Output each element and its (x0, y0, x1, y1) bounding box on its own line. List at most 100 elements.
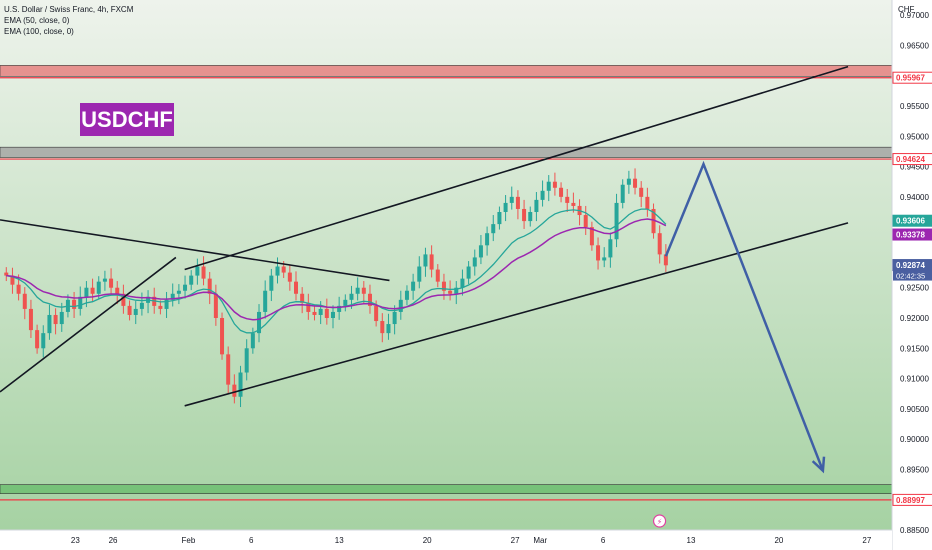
price-label-text: 0.94624 (896, 155, 925, 164)
x-tick-label: 6 (249, 536, 254, 545)
price-label-box (892, 493, 932, 506)
candle-body (287, 272, 292, 282)
price-label-box (892, 71, 932, 84)
candle-body (374, 305, 379, 322)
candle-body (158, 305, 163, 309)
candle-body (614, 202, 619, 240)
candle-body (602, 257, 607, 261)
candle-body (620, 184, 625, 203)
candle-body (571, 202, 576, 206)
candle-body (170, 293, 175, 300)
candle-body (250, 333, 255, 349)
candle-body (429, 254, 434, 270)
candle-body (318, 308, 323, 315)
candle-body (324, 308, 329, 318)
candle-body (201, 266, 206, 279)
candle-body (312, 311, 317, 315)
price-label-box (892, 214, 932, 227)
candle-body (226, 354, 231, 385)
candle-body (59, 311, 64, 325)
candle-body (238, 372, 243, 397)
candle-body (10, 275, 15, 285)
price-label-box (892, 153, 932, 166)
y-tick-label: 0.95000 (900, 132, 929, 141)
ema100-line (6, 218, 667, 321)
candle-body (460, 278, 465, 288)
candle-body (22, 293, 27, 309)
price-label-text: 0.93378 (896, 231, 925, 240)
y-tick-label: 0.90500 (900, 405, 929, 414)
candle-body (565, 196, 570, 203)
legend-title: U.S. Dollar / Swiss Franc, 4h, FXCM (4, 5, 134, 14)
x-tick-label: 6 (601, 536, 606, 545)
y-tick-label: 0.92500 (900, 284, 929, 293)
zone-resistance-high (0, 65, 893, 77)
candle-body (109, 278, 114, 288)
candle-body (133, 308, 138, 315)
candle-body (448, 290, 453, 294)
candle-body (269, 275, 274, 291)
candle-body (559, 187, 564, 197)
x-tick-label: 20 (774, 536, 783, 545)
candle-body (534, 199, 539, 212)
candle-body (386, 324, 391, 334)
candle-body (53, 314, 58, 325)
candle-body (472, 257, 477, 267)
legend-ema100: EMA (100, close, 0) (4, 27, 74, 36)
y-tick-label: 0.95500 (900, 102, 929, 111)
x-tick-label: 26 (109, 536, 118, 545)
candle-body (102, 278, 107, 282)
candle-body (281, 266, 286, 273)
candle-body (96, 281, 101, 294)
x-tick-label: 13 (335, 536, 344, 545)
candle-body (355, 287, 360, 294)
candle-body (509, 196, 514, 203)
candle-body (540, 190, 545, 200)
trendline-rising-line (0, 256, 177, 393)
candle-body (300, 293, 305, 303)
candle-body (380, 321, 385, 334)
candle-body (16, 284, 21, 294)
candle-body (337, 305, 342, 312)
trendline-projection (664, 160, 825, 472)
event-bolt-glyph: ⚡ (657, 518, 663, 527)
candle-body (220, 318, 225, 355)
countdown-text: 02:42:35 (896, 272, 925, 281)
candle-body (435, 269, 440, 282)
candle-body (294, 281, 299, 294)
price-label-text: 0.88997 (896, 496, 925, 505)
candle-body (398, 299, 403, 312)
event-bolt-icon (652, 514, 667, 528)
candle-body (663, 254, 668, 266)
candle-body (478, 245, 483, 258)
candle-body (583, 215, 588, 228)
candle-body (466, 266, 471, 279)
candle-body (645, 196, 650, 209)
candle-body (195, 266, 200, 276)
candle-body (275, 266, 280, 276)
time-axis-bg (0, 530, 892, 550)
price-label-box (892, 228, 932, 241)
candle-body (441, 281, 446, 291)
candle-body (121, 293, 126, 306)
candle-body (411, 281, 416, 291)
candle-body (361, 287, 366, 294)
y-tick-label: 0.92000 (900, 314, 929, 323)
symbol-badge: USDCHF (80, 103, 174, 136)
candle-body (454, 287, 459, 294)
candle-body (257, 311, 262, 334)
y-tick-label: 0.94500 (900, 163, 929, 172)
x-tick-label: 20 (423, 536, 432, 545)
price-label-text: 0.95967 (896, 74, 925, 83)
candle-body (306, 302, 311, 312)
chart-background (0, 0, 892, 530)
candle-body (207, 278, 212, 294)
trendline-channel-upper (184, 65, 849, 271)
candle-body (528, 212, 533, 222)
candle-body (115, 287, 120, 294)
candle-body (515, 196, 520, 209)
candle-body (349, 293, 354, 300)
candle-body (189, 275, 194, 285)
